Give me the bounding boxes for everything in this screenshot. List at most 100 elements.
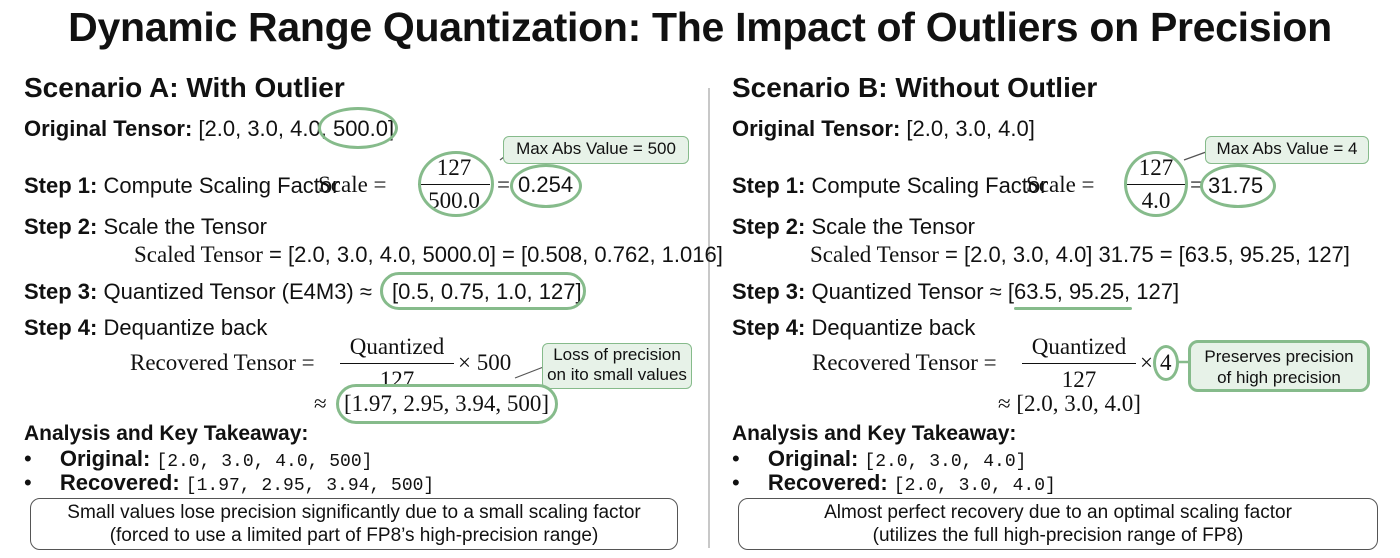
scale-fraction-ring xyxy=(418,151,494,217)
scaled-tensor-values: = [2.0, 3.0, 4.0] 31.75 = [63.5, 95.25, … xyxy=(945,242,1350,267)
recovered-value-ring xyxy=(336,384,558,424)
step3-label: Step 3: xyxy=(732,279,806,304)
step2-formula: Scaled Tensor = [2.0, 3.0, 4.0, 5000.0] … xyxy=(134,242,723,268)
approx-sign: ≈ xyxy=(314,391,327,416)
bullet-original: • Original: [2.0, 3.0, 4.0] xyxy=(732,446,1026,472)
max-abs-callout: Max Abs Value = 500 xyxy=(503,136,689,164)
takeaway-line1: Small values lose precision significantl… xyxy=(67,502,641,523)
takeaway-line2: (utilizes the full high-precision range … xyxy=(872,525,1244,546)
bullet-recovered: • Recovered: [1.97, 2.95, 3.94, 500] xyxy=(24,470,434,496)
scale-result-ring xyxy=(510,164,582,208)
recovered-word: Recovered Tensor = xyxy=(812,350,997,375)
scale-equals: = xyxy=(497,172,510,197)
scale-result-ring xyxy=(1200,164,1276,208)
quantized-value-underlined: [63.5, 95.25, xyxy=(1007,279,1131,304)
recovered-fraction: Quantized 127 xyxy=(1022,334,1136,393)
step1-text: Compute Scaling Factor xyxy=(103,173,340,198)
step4-text: Dequantize back xyxy=(811,315,976,340)
bullet-symbol: • xyxy=(732,446,740,471)
recovered-fraction: Quantized 127 xyxy=(340,334,454,393)
bullet-symbol: • xyxy=(24,470,32,495)
loss-precision-callout: Loss of precision on ito small values xyxy=(542,343,692,389)
analysis-heading: Analysis and Key Takeaway: xyxy=(732,422,1017,445)
bullet-original: • Original: [2.0, 3.0, 4.0, 500] xyxy=(24,446,372,472)
scale-word: Scale = xyxy=(318,172,387,197)
original-label: Original Tensor: xyxy=(732,116,901,141)
step2-text: Scale the Tensor xyxy=(103,214,267,239)
step1-label: Step 1: xyxy=(24,173,98,198)
bullet-recovered-label: Recovered: xyxy=(767,470,888,495)
scenario-a-step1: Step 1: Compute Scaling Factor xyxy=(24,173,339,199)
takeaway-box: Small values lose precision significantl… xyxy=(30,498,678,550)
recovered-denominator: 127 xyxy=(1022,363,1136,393)
bullet-original-value: [2.0, 3.0, 4.0, 500] xyxy=(156,452,373,472)
scaled-tensor-label: Scaled Tensor xyxy=(134,242,263,267)
approx-value: ≈ [2.0, 3.0, 4.0] xyxy=(998,391,1141,416)
step3-label: Step 3: xyxy=(24,279,98,304)
takeaway-line2: (forced to use a limited part of FP8’s h… xyxy=(109,525,599,546)
bullet-original-label: Original: xyxy=(59,446,151,471)
scenario-a-step4: Step 4: Dequantize back xyxy=(24,315,267,341)
recovered-numerator: Quantized xyxy=(1031,334,1127,359)
quantized-value-rest: 127] xyxy=(1130,279,1180,304)
step2-label: Step 2: xyxy=(24,214,98,239)
scenario-b-step2: Step 2: Scale the Tensor xyxy=(732,214,975,240)
recovered-multiply-sign: × xyxy=(1140,350,1153,375)
step1-label: Step 1: xyxy=(732,173,806,198)
takeaway-line1: Almost perfect recovery due to an optima… xyxy=(824,502,1292,523)
step3-text: Quantized Tensor (E4M3) ≈ xyxy=(103,279,372,304)
bullet-recovered-label: Recovered: xyxy=(59,470,180,495)
scenario-a-step2: Step 2: Scale the Tensor xyxy=(24,214,267,240)
step3-text: Quantized Tensor ≈ xyxy=(811,279,1002,304)
step4-label: Step 4: xyxy=(732,315,806,340)
bullet-original-value: [2.0, 3.0, 4.0] xyxy=(864,452,1027,472)
scaled-tensor-label: Scaled Tensor xyxy=(810,242,939,267)
step2-text: Scale the Tensor xyxy=(811,214,975,239)
bullet-recovered-value: [1.97, 2.95, 3.94, 500] xyxy=(185,476,435,496)
recovered-denominator: 127 xyxy=(340,363,454,393)
page-title: Dynamic Range Quantization: The Impact o… xyxy=(68,4,1332,50)
scenario-a-heading: Scenario A: With Outlier xyxy=(24,72,345,103)
outlier-highlight-ring xyxy=(318,107,398,149)
scenario-b-original-row: Original Tensor: [2.0, 3.0, 4.0] xyxy=(732,116,1035,142)
original-value: [2.0, 3.0, 4.0] xyxy=(906,116,1035,141)
multiplier-ring xyxy=(1153,345,1179,381)
takeaway-box: Almost perfect recovery due to an optima… xyxy=(738,498,1378,550)
step2-label: Step 2: xyxy=(732,214,806,239)
bullet-recovered: • Recovered: [2.0, 3.0, 4.0] xyxy=(732,470,1056,496)
scale-equals: = xyxy=(1190,172,1203,197)
scenario-b-step1: Step 1: Compute Scaling Factor xyxy=(732,173,1047,199)
scenario-b-step4: Step 4: Dequantize back xyxy=(732,315,975,341)
bullet-recovered-value: [2.0, 3.0, 4.0] xyxy=(893,476,1056,496)
bullet-symbol: • xyxy=(732,470,740,495)
scenario-b-step3: Step 3: Quantized Tensor ≈ [63.5, 95.25,… xyxy=(732,279,1179,305)
step4-label: Step 4: xyxy=(24,315,98,340)
scaled-tensor-values: = [2.0, 3.0, 4.0, 5000.0] = [0.508, 0.76… xyxy=(269,242,723,267)
recovered-value: [1.97, 2.95, 3.94, 500] xyxy=(344,391,550,416)
recovered-multiplier: × 500 xyxy=(458,350,512,375)
quantized-value: [0.5, 0.75, 1.0, 127] xyxy=(392,279,582,304)
max-abs-callout: Max Abs Value = 4 xyxy=(1205,136,1369,164)
recovered-numerator: Quantized xyxy=(349,334,445,359)
recovered-word: Recovered Tensor = xyxy=(130,350,315,375)
preserve-callout-line2: of high precision xyxy=(1217,368,1341,387)
scenario-b-heading: Scenario B: Without Outlier xyxy=(732,72,1098,103)
quantized-value-ring xyxy=(380,272,586,310)
scenario-a-step3: Step 3: Quantized Tensor (E4M3) ≈ xyxy=(24,279,372,305)
step4-text: Dequantize back xyxy=(103,315,268,340)
scale-word: Scale = xyxy=(1026,172,1095,197)
original-value: [2.0, 3.0, 4.0, xyxy=(198,116,333,141)
loss-callout-line2: on ito small values xyxy=(547,365,687,384)
original-label: Original Tensor: xyxy=(24,116,193,141)
step1-text: Compute Scaling Factor xyxy=(811,173,1048,198)
panel-divider xyxy=(708,88,710,548)
scale-fraction-ring xyxy=(1124,151,1188,217)
bullet-symbol: • xyxy=(24,446,32,471)
bullet-original-label: Original: xyxy=(767,446,859,471)
preserve-precision-callout: Preserves precision of high precision xyxy=(1188,340,1370,392)
loss-callout-line1: Loss of precision xyxy=(553,345,681,364)
step2-formula: Scaled Tensor = [2.0, 3.0, 4.0] 31.75 = … xyxy=(810,242,1350,268)
analysis-heading: Analysis and Key Takeaway: xyxy=(24,422,309,445)
quantized-underline xyxy=(1014,307,1132,310)
preserve-callout-line1: Preserves precision xyxy=(1204,347,1354,366)
